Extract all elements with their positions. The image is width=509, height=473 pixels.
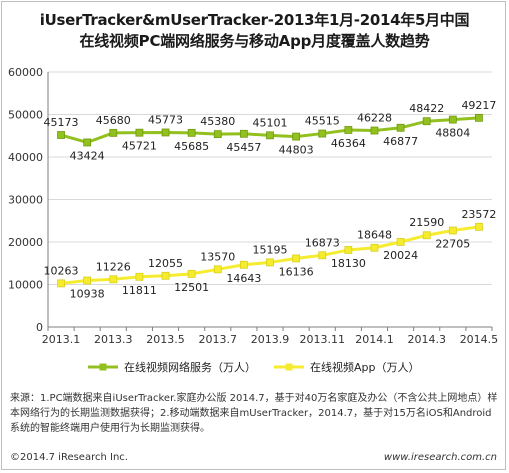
x-tick-label: 2014.5 bbox=[460, 333, 499, 346]
x-tick-label: 2013.3 bbox=[94, 333, 133, 346]
y-tick-label: 10000 bbox=[8, 279, 43, 292]
data-label: 46364 bbox=[331, 137, 366, 150]
series-1-point bbox=[239, 129, 248, 138]
data-label: 49217 bbox=[461, 99, 496, 112]
data-label: 46228 bbox=[357, 112, 392, 125]
series-2-point bbox=[396, 237, 405, 246]
source-note: 来源：1.PC端数据来自iUserTracker.家庭办公版 2014.7，基于… bbox=[10, 393, 498, 434]
data-label: 16136 bbox=[279, 265, 314, 278]
series-1-point bbox=[135, 128, 144, 137]
series-1-point bbox=[83, 138, 92, 147]
chart-title-line2: 在线视频PC端网络服务与移动App月度覆盖人数趋势 bbox=[79, 32, 430, 50]
data-label: 46877 bbox=[383, 135, 418, 148]
series-2-point bbox=[448, 226, 457, 235]
x-tick-label: 2013.9 bbox=[251, 333, 290, 346]
data-label: 45773 bbox=[148, 113, 183, 126]
series-2-point bbox=[266, 258, 274, 267]
series-1-point bbox=[161, 128, 170, 137]
data-label: 45515 bbox=[305, 115, 340, 128]
x-tick-label: 2014.1 bbox=[355, 333, 394, 346]
series-1-point bbox=[187, 128, 196, 137]
data-label: 10263 bbox=[44, 264, 79, 277]
data-label: 21590 bbox=[409, 216, 444, 229]
series-2-point bbox=[370, 243, 379, 252]
y-tick-label: 20000 bbox=[8, 236, 43, 249]
data-label: 45457 bbox=[226, 141, 261, 154]
series-1-point bbox=[318, 129, 327, 138]
series-1-point bbox=[213, 130, 222, 139]
data-label: 45721 bbox=[122, 140, 157, 153]
series-1-point bbox=[109, 128, 118, 137]
data-label: 14643 bbox=[226, 272, 261, 285]
data-label: 20024 bbox=[383, 249, 418, 262]
y-tick-label: 40000 bbox=[8, 151, 43, 164]
series-1-point bbox=[266, 131, 274, 140]
data-label: 22705 bbox=[435, 238, 470, 251]
chart-title-line1: iUserTracker&mUserTracker-2013年1月-2014年5… bbox=[39, 11, 470, 29]
legend-label-1: 在线视频网络服务（万人） bbox=[124, 360, 256, 374]
series-1-point bbox=[475, 113, 483, 122]
copyright: ©2014.7 iResearch Inc. bbox=[10, 452, 128, 463]
x-tick-label: 2013.11 bbox=[299, 333, 345, 346]
series-2-point bbox=[135, 272, 144, 281]
x-tick-label: 2013.7 bbox=[199, 333, 238, 346]
series-2-point bbox=[109, 275, 118, 284]
y-tick-label: 30000 bbox=[8, 194, 43, 207]
series-2-point bbox=[318, 251, 327, 260]
series-2-point bbox=[213, 265, 222, 274]
y-tick-label: 50000 bbox=[8, 109, 43, 122]
series-1-point bbox=[448, 115, 457, 124]
series-1-point bbox=[292, 132, 301, 141]
y-tick-label: 60000 bbox=[8, 66, 43, 79]
data-label: 11811 bbox=[122, 284, 157, 297]
x-tick-label: 2014.3 bbox=[407, 333, 446, 346]
data-label: 48422 bbox=[409, 102, 444, 115]
legend-label-2: 在线视频App（万人） bbox=[310, 360, 420, 374]
data-label: 16873 bbox=[305, 236, 340, 249]
series-2-point bbox=[161, 271, 170, 280]
legend-marker-1 bbox=[99, 363, 107, 371]
series-2-point bbox=[83, 276, 92, 285]
data-label: 12501 bbox=[174, 281, 209, 294]
data-label: 45173 bbox=[44, 116, 79, 129]
data-label: 23572 bbox=[461, 208, 496, 221]
data-label: 13570 bbox=[200, 250, 235, 263]
series-2-point bbox=[239, 260, 248, 269]
data-label: 10938 bbox=[70, 288, 105, 301]
data-label: 18648 bbox=[357, 229, 392, 242]
data-label: 45685 bbox=[174, 140, 209, 153]
series-2-point bbox=[187, 269, 196, 278]
data-label: 18130 bbox=[331, 257, 366, 270]
legend-marker-2 bbox=[285, 363, 293, 371]
series-1-point bbox=[57, 131, 65, 139]
data-label: 45101 bbox=[253, 116, 288, 129]
data-label: 43424 bbox=[70, 149, 105, 162]
series-1-point bbox=[370, 126, 379, 135]
series-1-point bbox=[396, 123, 405, 132]
website: www.iresearch.com.cn bbox=[383, 452, 497, 463]
data-label: 45380 bbox=[200, 115, 235, 128]
series-2-point bbox=[475, 222, 483, 231]
series-1-point bbox=[344, 126, 353, 134]
y-tick-label: 0 bbox=[36, 321, 43, 334]
data-label: 44803 bbox=[279, 144, 314, 157]
data-label: 48804 bbox=[435, 127, 470, 140]
data-label: 12055 bbox=[148, 257, 183, 270]
series-2-point bbox=[57, 279, 65, 288]
series-2-point bbox=[422, 231, 431, 240]
x-tick-label: 2013.5 bbox=[146, 333, 185, 346]
data-label: 45680 bbox=[96, 114, 131, 127]
data-label: 15195 bbox=[253, 243, 288, 256]
series-2-point bbox=[344, 246, 353, 254]
series-2-point bbox=[292, 254, 301, 263]
x-tick-label: 2013.1 bbox=[42, 333, 81, 346]
data-label: 11226 bbox=[96, 260, 131, 273]
series-1-point bbox=[422, 117, 431, 126]
